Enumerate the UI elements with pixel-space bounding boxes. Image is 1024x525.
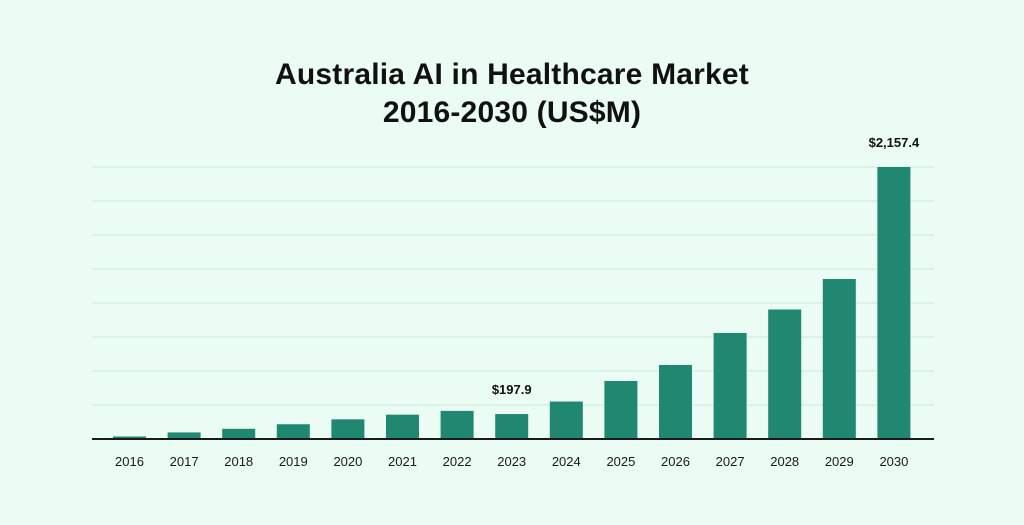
gridlines (92, 166, 934, 406)
bar-2028 (768, 309, 802, 439)
bar-2027 (713, 332, 747, 439)
x-tick-label-2028: 2028 (770, 454, 799, 469)
x-tick-label-2025: 2025 (606, 454, 635, 469)
bar-2022 (440, 410, 474, 439)
tick-labels: 2016 2017 2018 2019 2020 2021 2022 2023 2024 2025… (115, 454, 908, 469)
bar-2024 (549, 401, 583, 439)
x-tick-label-2021: 2021 (388, 454, 417, 469)
data-label-2023: $197.9 (492, 382, 532, 397)
chart-title: Australia AI in Healthcare Market 2016-2… (0, 56, 1024, 132)
x-tick-label-2030: 2030 (879, 454, 908, 469)
x-tick-label-2020: 2020 (333, 454, 362, 469)
x-tick-label-2022: 2022 (443, 454, 472, 469)
bar-2023 (495, 414, 529, 439)
chart-title-line-2: 2016-2030 (US$M) (382, 96, 642, 129)
bar-2029 (822, 279, 856, 439)
x-tick-label-2019: 2019 (279, 454, 308, 469)
bars (113, 167, 911, 439)
x-tick-label-2029: 2029 (825, 454, 854, 469)
bar-2017 (167, 432, 201, 439)
bar-2030 (877, 167, 911, 439)
x-tick-label-2024: 2024 (552, 454, 581, 469)
x-tick-label-2026: 2026 (661, 454, 690, 469)
chart-title-line-1: Australia AI in Healthcare Market (275, 58, 749, 91)
bar-2019 (276, 424, 310, 439)
data-label-2030: $2,157.4 (869, 135, 920, 150)
x-tick-label-2017: 2017 (170, 454, 199, 469)
x-tick-label-2016: 2016 (115, 454, 144, 469)
bar-2018 (222, 428, 256, 439)
bar-2025 (604, 381, 638, 439)
bar-2020 (331, 419, 365, 439)
x-tick-label-2018: 2018 (224, 454, 253, 469)
x-tick-label-2027: 2027 (716, 454, 745, 469)
x-tick-label-2023: 2023 (497, 454, 526, 469)
bar-2016 (113, 436, 146, 439)
bar-2026 (659, 364, 692, 439)
bar-2021 (386, 414, 419, 439)
data-labels: $197.9 $2,157.4 (492, 135, 920, 397)
